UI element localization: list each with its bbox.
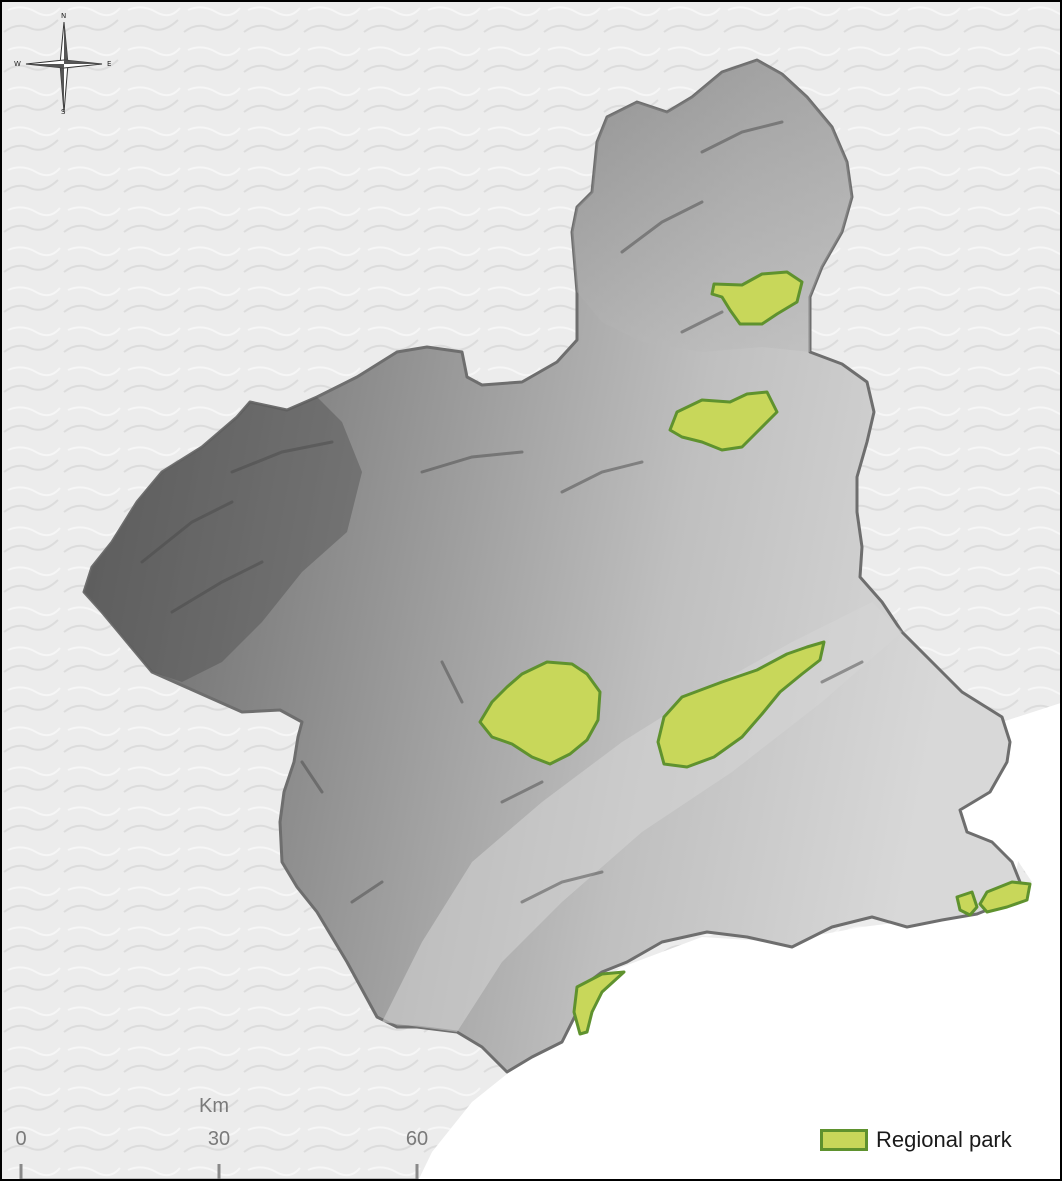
regional-park-southeast-ridge xyxy=(656,640,826,769)
scale-bar-line xyxy=(19,1164,419,1179)
legend-label-regional-park: Regional park xyxy=(876,1127,1012,1152)
regional-park-northeast xyxy=(710,270,804,326)
scale-tick-60: 60 xyxy=(405,1128,429,1150)
scale-bar: Km 0 30 60 xyxy=(2,1092,462,1179)
compass-south-label: S xyxy=(61,108,66,116)
compass-east-label: E xyxy=(107,60,112,68)
regional-park-central xyxy=(478,660,602,766)
scale-tick-0: 0 xyxy=(15,1128,27,1150)
western-mountains xyxy=(84,397,362,682)
sea-area xyxy=(418,703,1060,1179)
compass-rose: N S E W xyxy=(14,12,114,118)
regional-park-north-central xyxy=(668,390,779,452)
regional-park-coast-east xyxy=(978,880,1032,914)
map-legend: Regional park xyxy=(820,1120,1012,1160)
compass-rose-icon xyxy=(25,21,103,113)
scale-tick-30: 30 xyxy=(207,1128,231,1150)
compass-north-label: N xyxy=(61,12,67,20)
guadalentin-valley xyxy=(382,602,902,1032)
regional-park-coast-east-small xyxy=(955,890,979,917)
legend-swatch-regional-park xyxy=(820,1129,868,1151)
compass-west-label: W xyxy=(14,60,21,68)
relief-ridges xyxy=(140,120,864,904)
scale-unit-label: Km xyxy=(199,1095,229,1117)
regional-parks xyxy=(478,270,1032,1036)
regional-park-coast-south xyxy=(572,970,626,1036)
